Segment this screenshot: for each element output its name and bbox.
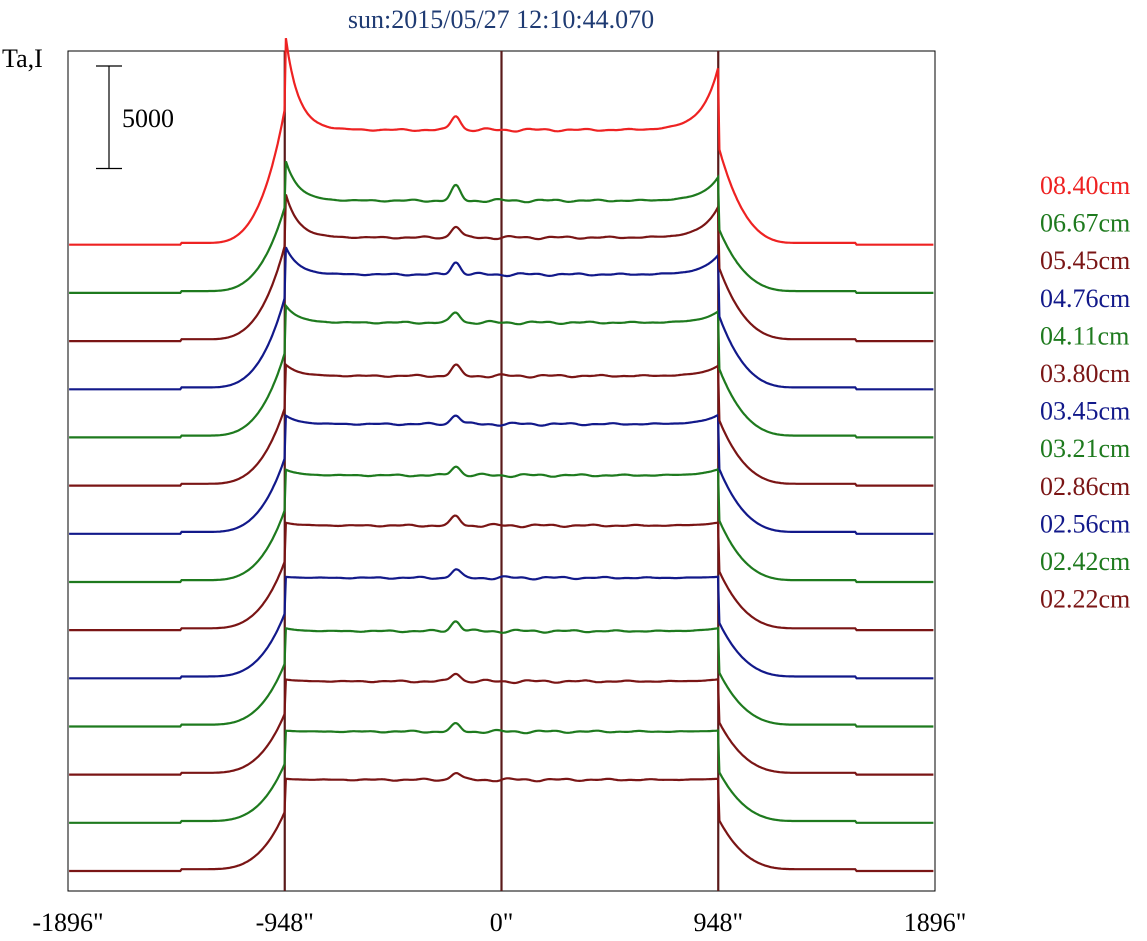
curve-13 [69,38,934,246]
legend-item-02.42cm: 02.42cm [1040,547,1130,576]
curve-6 [69,465,934,584]
legend-item-06.67cm: 06.67cm [1040,209,1130,238]
curve-5 [69,514,934,632]
chart-title: sun:2015/05/27 12:10:44.070 [348,5,654,34]
x-tick-labels: -1896" -948" 0" 948" 1896" [32,908,966,937]
curve-7 [69,413,934,535]
x-tick-label: 0" [490,908,514,937]
x-tick-label: 948" [693,908,743,937]
legend-item-04.11cm: 04.11cm [1040,321,1129,350]
x-tick-label: -1896" [32,908,103,937]
curve-12 [69,160,934,294]
legend-item-02.86cm: 02.86cm [1040,472,1130,501]
y-axis-label: Ta,I [2,44,43,73]
curve-2 [69,672,934,776]
curve-1 [69,721,934,824]
x-tick-label: 1896" [904,908,967,937]
legend-item-03.45cm: 03.45cm [1040,397,1130,426]
legend-item-02.22cm: 02.22cm [1040,585,1130,614]
legend: 08.40cm 06.67cm 05.45cm 04.76cm 04.11cm 03.80… [1040,171,1130,614]
curves-group [69,38,934,873]
scale-bar: 5000 [96,65,174,170]
legend-item-03.21cm: 03.21cm [1040,434,1130,463]
curve-3 [69,620,934,728]
legend-item-04.76cm: 04.76cm [1040,284,1130,313]
curve-0 [69,771,934,873]
legend-item-02.56cm: 02.56cm [1040,509,1130,538]
legend-item-08.40cm: 08.40cm [1040,171,1130,200]
curve-9 [69,302,934,439]
legend-item-05.45cm: 05.45cm [1040,246,1130,275]
curve-8 [69,362,934,487]
scale-bar-label: 5000 [122,104,174,133]
curve-11 [69,194,934,343]
curve-4 [69,568,934,680]
curve-10 [69,246,934,391]
x-tick-label: -948" [256,908,314,937]
vertical-markers [283,51,720,891]
legend-item-03.80cm: 03.80cm [1040,359,1130,388]
